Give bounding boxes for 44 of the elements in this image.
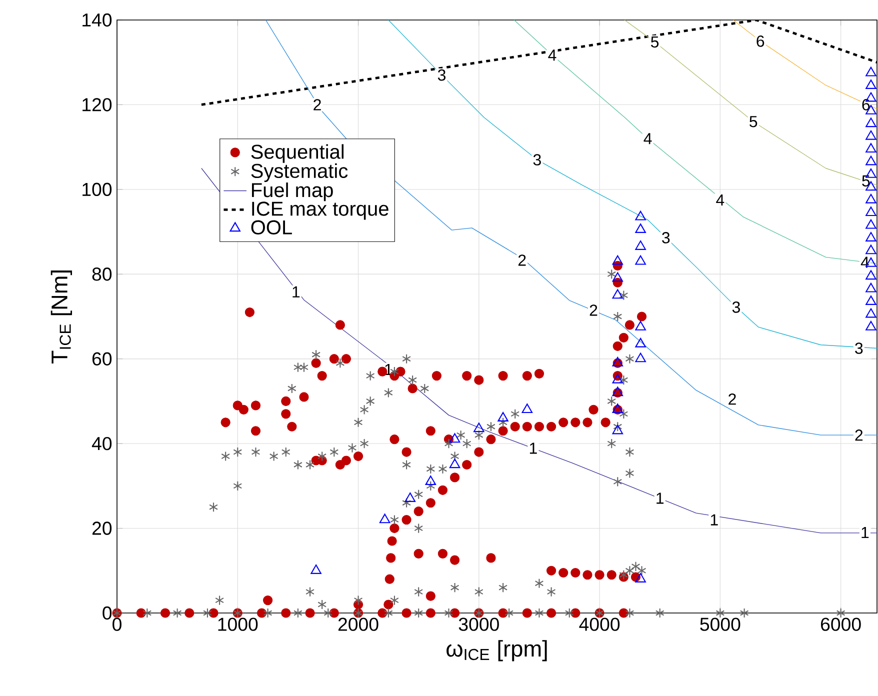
x-axis-title: ω$_{ICE}$ [rpm] [446,640,547,662]
y-tick-label: 80 [92,268,112,281]
annotation: 5 [650,36,659,48]
annotation: 2 [728,394,736,405]
y-tick-label: 140 [82,13,112,27]
annotation: 1 [862,527,869,538]
legend-label: OOL [251,220,292,234]
y-tick-label: 0 [102,606,112,620]
annotation: 3 [855,342,863,354]
y-tick-label: 60 [92,352,112,366]
x-tick-label: 2000 [338,618,378,631]
annotation: 6 [756,36,764,47]
y-tick-label: 120 [82,98,112,112]
annotation: 3 [732,302,740,313]
x-tick-label: 6000 [820,618,861,631]
x-tick-label: 1000 [218,618,258,631]
y-axis-title: T$_{ICE}$ [Nm] [50,270,72,364]
annotation: 1 [656,492,664,504]
annotation: 4 [548,50,556,61]
annotation: 2 [314,99,321,110]
annotation: 4 [716,194,724,206]
y-tick-label: 100 [82,182,112,196]
annotation: 2 [590,304,598,316]
annotation: 3 [438,69,446,81]
y-tick-label: 40 [92,436,112,450]
x-tick-label: 3000 [458,618,499,631]
annotation: 4 [644,133,652,144]
annotation: 3 [662,232,670,244]
legend-label: Sequential [251,144,344,163]
annotation: 1 [710,514,718,526]
legend-label: ICE max torque [252,202,388,220]
legend-label: Systematic [251,163,348,182]
annotation: 2 [518,254,526,266]
legend-label: Fuel map [252,182,333,202]
annotation: 1 [530,442,537,454]
x-tick-label: 4000 [579,618,620,631]
annotation: 5 [750,116,758,128]
y-tick-label: 20 [92,522,112,535]
annotation: 3 [533,154,541,166]
annotation: 5 [862,175,870,187]
annotation: 2 [855,430,863,441]
x-tick-label: 0 [112,618,122,631]
annotation: 1 [292,286,300,298]
x-tick-label: 5000 [700,618,740,631]
